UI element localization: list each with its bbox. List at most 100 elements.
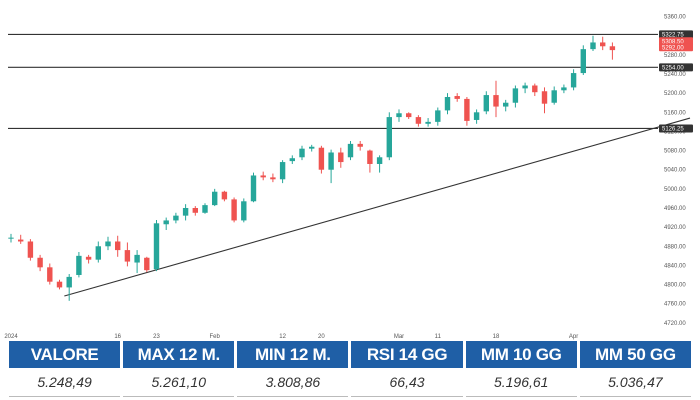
candle-body <box>260 175 266 178</box>
candle-body <box>483 95 489 112</box>
value-rsi-14gg: 66,43 <box>351 368 463 397</box>
y-tick-label: 4760.00 <box>664 302 686 308</box>
y-tick-label: 4720.00 <box>664 321 686 327</box>
candle-body <box>144 257 150 271</box>
candle-body <box>600 42 606 47</box>
y-tick-label: 5080.00 <box>664 149 686 155</box>
candle-body <box>512 88 519 103</box>
candle-body <box>532 85 538 93</box>
candle-body <box>376 157 383 164</box>
candle-body <box>493 95 499 107</box>
candle-body <box>580 49 586 74</box>
candle-body <box>250 175 257 202</box>
candle-body <box>134 254 140 263</box>
y-tick-label: 5200.00 <box>664 91 686 97</box>
candle-body <box>173 215 179 221</box>
candle-body <box>367 150 373 164</box>
candle-body <box>202 205 208 213</box>
candle-body <box>386 117 392 158</box>
value-mm-10gg: 5.196,61 <box>465 368 577 397</box>
stats-header-row: VALORE MAX 12 M. MIN 12 M. RSI 14 GG MM … <box>9 341 691 368</box>
candle-body <box>241 201 247 221</box>
price-tag <box>659 124 693 133</box>
value-min-12m: 3.808,86 <box>237 368 349 397</box>
value-mm-50gg: 5.036,47 <box>579 368 691 397</box>
candle-body <box>8 237 14 239</box>
candle-body <box>76 255 82 275</box>
candle-body <box>444 96 451 111</box>
candle-body <box>541 91 548 104</box>
y-tick-label: 4840.00 <box>664 263 686 269</box>
y-tick-label: 4880.00 <box>664 244 686 250</box>
price-tag-label: 5308.50 <box>662 39 684 45</box>
x-tick-label: 16 <box>114 334 121 340</box>
x-tick-label: 2024 <box>4 334 18 340</box>
x-tick-label: Feb <box>210 334 221 340</box>
candle-body <box>425 121 431 124</box>
candle-body <box>47 267 53 282</box>
candle-body <box>115 241 121 251</box>
candle-body <box>347 143 354 158</box>
x-tick-label: 11 <box>435 334 442 340</box>
price-tag-label: 5292.00 <box>662 45 684 51</box>
stats-table: VALORE MAX 12 M. MIN 12 M. RSI 14 GG MM … <box>6 341 694 397</box>
y-tick-label: 5160.00 <box>664 110 686 116</box>
candle-body <box>85 256 92 260</box>
candle-body <box>454 96 460 99</box>
header-mm-10gg: MM 10 GG <box>465 341 577 368</box>
price-tag <box>659 43 693 52</box>
header-mm-50gg: MM 50 GG <box>579 341 691 368</box>
trendline <box>64 117 691 297</box>
candle-body <box>464 98 470 121</box>
candle-body <box>279 162 286 180</box>
candle-body <box>163 220 169 225</box>
candle-body <box>192 207 198 213</box>
y-tick-label: 5240.00 <box>664 72 686 78</box>
candle-body <box>153 223 160 270</box>
header-valore: VALORE <box>9 341 121 368</box>
candle-body <box>522 85 528 89</box>
x-tick-label: 18 <box>493 334 500 340</box>
y-tick-label: 4920.00 <box>664 225 686 231</box>
candle-body <box>27 241 34 258</box>
y-tick-label: 5000.00 <box>664 187 686 193</box>
y-tick-label: 5280.00 <box>664 53 686 59</box>
y-tick-label: 5360.00 <box>664 15 686 21</box>
candle-body <box>503 102 509 107</box>
candle-body <box>415 117 422 124</box>
candle-body <box>309 146 315 149</box>
chart-canvas: 5360.005320.005280.005240.005200.005160.… <box>4 15 693 340</box>
candle-body <box>212 191 218 206</box>
candle-body <box>396 113 402 118</box>
candle-body <box>435 110 441 122</box>
stats-value-row: 5.248,49 5.261,10 3.808,86 66,43 5.196,6… <box>9 368 691 397</box>
candle-body <box>328 152 334 170</box>
candle-body <box>406 113 412 118</box>
y-tick-label: 4960.00 <box>664 206 686 212</box>
x-tick-label: 20 <box>318 334 325 340</box>
candle-body <box>357 143 363 147</box>
value-max-12m: 5.261,10 <box>123 368 235 397</box>
price-tag-label: 5126.25 <box>662 127 684 133</box>
candle-body <box>270 177 276 180</box>
price-chart: 5360.005320.005280.005240.005200.005160.… <box>4 15 693 340</box>
candle-body <box>590 42 596 50</box>
candle-body <box>66 276 72 288</box>
candle-body <box>338 152 344 163</box>
header-rsi-14gg: RSI 14 GG <box>351 341 463 368</box>
header-max-12m: MAX 12 M. <box>123 341 235 368</box>
price-tag-label: 5322.75 <box>662 33 684 39</box>
candle-body <box>37 257 43 268</box>
value-valore: 5.248,49 <box>9 368 121 397</box>
x-tick-label: Mar <box>394 334 404 340</box>
candle-body <box>289 158 295 162</box>
price-tag <box>659 30 693 39</box>
candle-body <box>105 241 111 247</box>
candle-body <box>473 112 480 120</box>
candle-body <box>221 191 228 200</box>
candle-body <box>299 148 305 158</box>
candle-body <box>231 199 237 221</box>
y-tick-label: 5040.00 <box>664 168 686 174</box>
candle-body <box>570 73 577 88</box>
candle-body <box>318 147 325 170</box>
